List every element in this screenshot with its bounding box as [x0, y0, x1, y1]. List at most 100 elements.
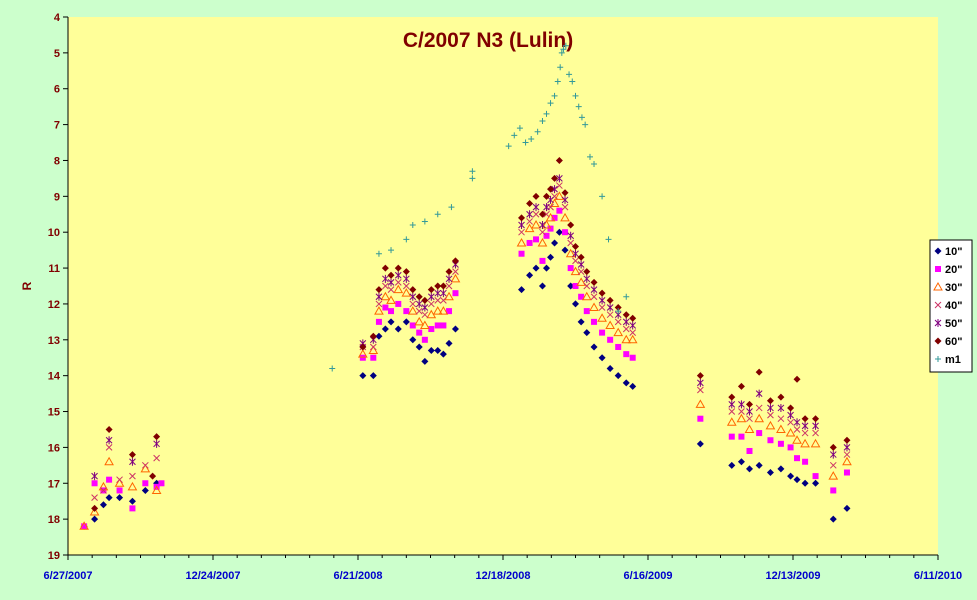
- data-point: [746, 400, 753, 408]
- legend-entry: 40": [945, 300, 962, 312]
- data-point: [843, 504, 851, 512]
- data-point: [614, 372, 622, 380]
- series-6: [329, 42, 630, 372]
- data-point: [598, 289, 606, 297]
- data-point: [381, 264, 389, 272]
- data-point: [382, 282, 389, 290]
- data-point: [607, 336, 614, 343]
- data-point: [810, 438, 821, 448]
- data-point: [572, 249, 579, 258]
- data-point: [746, 415, 753, 423]
- data-point: [518, 214, 526, 222]
- data-point: [532, 210, 540, 218]
- data-point: [842, 456, 852, 466]
- data-point: [375, 250, 382, 257]
- data-point: [359, 354, 366, 361]
- data-point: [696, 440, 704, 448]
- data-point: [629, 382, 637, 390]
- data-point: [440, 296, 447, 304]
- data-point: [736, 413, 747, 423]
- legend: 10" 20" 30" 40" 50" 60" m1: [929, 239, 973, 373]
- data-point: [402, 274, 410, 283]
- data-point: [591, 161, 598, 168]
- y-tick-label: 5: [54, 48, 60, 60]
- data-point: [755, 404, 763, 412]
- data-point: [615, 343, 622, 350]
- data-point: [387, 278, 395, 287]
- data-point: [531, 220, 541, 229]
- data-point: [387, 318, 395, 326]
- data-point: [518, 228, 525, 236]
- data-point: [556, 207, 563, 214]
- data-point: [381, 325, 389, 333]
- data-point: [445, 268, 453, 276]
- data-point: [538, 210, 546, 218]
- data-point: [583, 329, 591, 337]
- data-point: [793, 418, 801, 427]
- data-point: [129, 505, 136, 512]
- data-point: [623, 351, 630, 358]
- data-point: [812, 415, 820, 423]
- data-point: [562, 229, 569, 236]
- data-point: [583, 274, 591, 283]
- data-point: [547, 253, 555, 261]
- data-point: [532, 192, 540, 200]
- data-point: [572, 243, 579, 251]
- data-point: [434, 347, 442, 355]
- y-ticks: 4 5 6 7 8 9 10 11 12 13 14 15 16 17 18 19: [48, 12, 68, 562]
- data-point: [547, 195, 554, 204]
- plot-area: [68, 17, 938, 555]
- data-point: [556, 174, 563, 183]
- data-point: [543, 192, 550, 200]
- data-point: [565, 248, 576, 258]
- data-point: [755, 461, 763, 469]
- data-point: [812, 421, 819, 430]
- data-point: [777, 415, 785, 423]
- data-point: [375, 318, 382, 325]
- data-point: [613, 327, 624, 337]
- data-point: [755, 368, 763, 376]
- data-point: [158, 480, 165, 487]
- y-tick-label: 9: [54, 191, 60, 203]
- data-point: [369, 372, 377, 380]
- data-point: [629, 329, 637, 336]
- data-point: [737, 458, 745, 466]
- data-point: [522, 139, 529, 146]
- data-point: [380, 291, 391, 301]
- data-point: [105, 425, 113, 433]
- data-point: [403, 236, 410, 243]
- data-point: [696, 372, 704, 380]
- data-point: [599, 193, 606, 200]
- data-point: [532, 203, 540, 212]
- y-axis-label: R: [20, 281, 34, 290]
- data-point: [561, 246, 569, 254]
- data-point: [589, 302, 599, 312]
- data-point: [561, 203, 569, 211]
- data-point: [104, 456, 114, 466]
- y-tick-label: 12: [48, 299, 60, 311]
- data-point: [127, 481, 138, 491]
- data-point: [543, 232, 550, 239]
- data-point: [777, 403, 785, 412]
- data-point: [518, 221, 525, 230]
- data-point: [590, 343, 598, 351]
- data-point: [767, 403, 774, 412]
- data-point: [393, 284, 404, 294]
- x-tick-label: 12/24/2007: [185, 570, 240, 582]
- data-point: [537, 237, 548, 247]
- data-point: [606, 303, 614, 312]
- data-point: [505, 143, 512, 150]
- data-point: [738, 433, 745, 440]
- data-point: [843, 469, 850, 476]
- data-point: [91, 494, 98, 501]
- y-tick-label: 17: [48, 478, 60, 490]
- data-point: [415, 293, 423, 301]
- data-point: [587, 153, 593, 160]
- data-point: [785, 428, 796, 437]
- data-point: [541, 220, 552, 229]
- data-point: [738, 400, 745, 409]
- data-point: [598, 304, 606, 311]
- data-point: [551, 92, 558, 99]
- data-point: [561, 195, 569, 204]
